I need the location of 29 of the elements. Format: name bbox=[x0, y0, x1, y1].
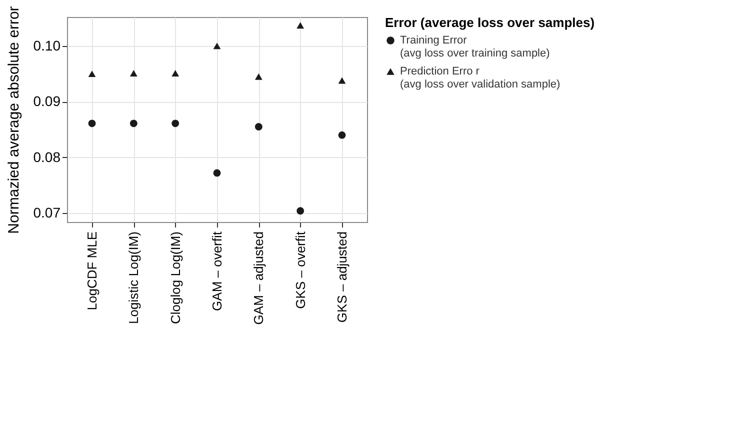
point bbox=[172, 120, 180, 128]
legend-title: Error (average loss over samples) bbox=[385, 15, 595, 30]
x-tick-label: Logistic Log(IM) bbox=[126, 232, 142, 324]
point bbox=[296, 207, 304, 215]
point bbox=[338, 131, 346, 139]
legend-label: Training Error (avg loss over training sample) bbox=[400, 34, 550, 60]
x-tick-label: GKS – overfit bbox=[292, 231, 308, 309]
point bbox=[254, 73, 262, 80]
legend-label: Prediction Erro r (avg loss over validation sample) bbox=[400, 66, 560, 90]
point bbox=[172, 70, 180, 76]
point bbox=[254, 123, 262, 130]
point bbox=[130, 120, 138, 128]
y-axis-title: Normazied average absolute error bbox=[5, 6, 22, 234]
point bbox=[338, 77, 346, 84]
point bbox=[130, 70, 138, 76]
x-tick-label: Cloglog Log(IM) bbox=[168, 232, 183, 324]
y-tick-label: 0.07 bbox=[33, 204, 61, 221]
x-tick-label: LogCDF MLE bbox=[84, 231, 100, 310]
point bbox=[213, 42, 221, 50]
point bbox=[88, 120, 96, 128]
x-tick-label: GKS – adjusted bbox=[334, 232, 350, 323]
point bbox=[88, 70, 96, 78]
y-tick-label: 0.09 bbox=[33, 93, 61, 110]
point bbox=[296, 22, 304, 29]
x-tick-label: GAM – overfit bbox=[210, 231, 224, 311]
y-tick-label: 0.08 bbox=[33, 148, 61, 165]
point bbox=[213, 169, 221, 177]
y-tick-label: 0.10 bbox=[33, 37, 61, 54]
x-tick-label: GAM – adjusted bbox=[251, 232, 266, 325]
